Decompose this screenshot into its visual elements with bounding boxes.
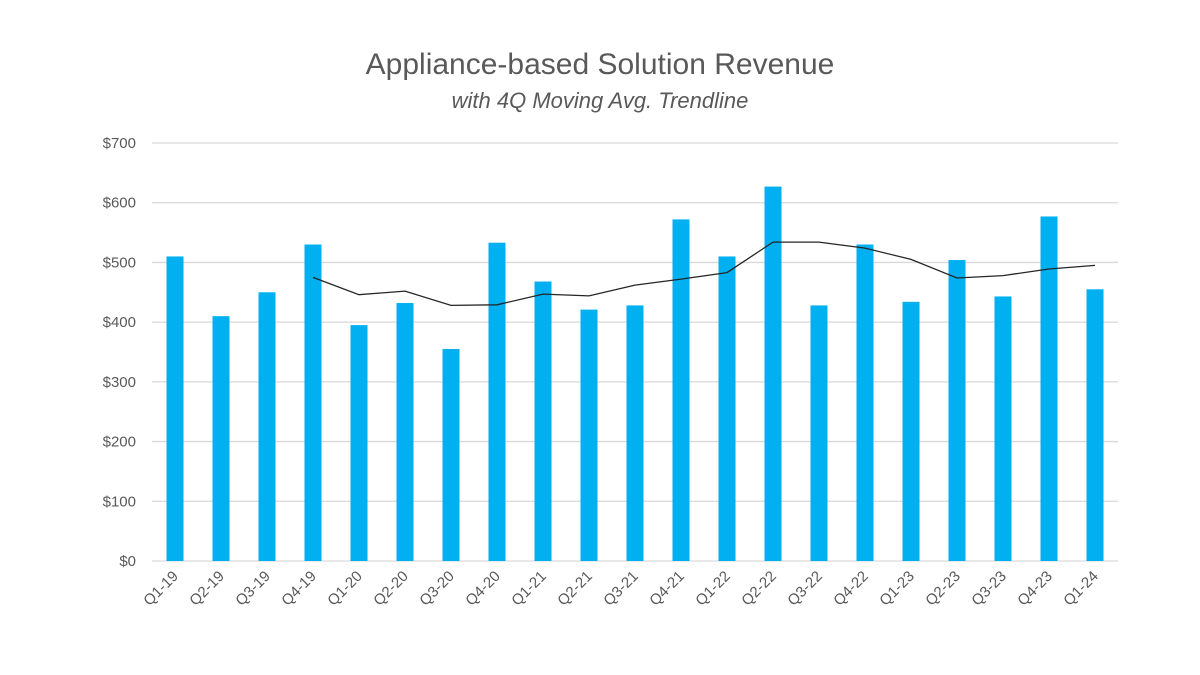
y-tick-label: $200 [103,434,136,451]
bar [948,260,966,561]
y-axis: $0 $100 $200 $300 $400 $500 $600 $700 [103,135,136,570]
y-tick-label: $300 [103,374,136,391]
bar [442,349,460,561]
x-tick-label: Q2-20 [370,568,412,610]
trendline-series [312,241,1096,307]
x-tick-label: Q1-20 [324,568,366,610]
x-tick-label: Q2-21 [554,568,596,610]
x-tick-label: Q4-22 [830,568,872,610]
y-tick-label: $600 [103,195,136,212]
x-axis: Q1-19 Q2-19 Q3-19 Q4-19 Q1-20 Q2-20 Q3-20 Q4-20… [140,568,1102,610]
x-tick-label: Q4-21 [646,568,688,610]
y-tick-label: $100 [103,493,136,510]
x-tick-label: Q3-21 [600,568,642,610]
bar [350,325,368,561]
x-tick-label: Q2-22 [738,568,780,610]
y-tick-label: $700 [103,135,136,152]
bar [764,186,782,561]
x-tick-label: Q1-21 [508,568,550,610]
x-tick-label: Q2-19 [186,568,228,610]
y-tick-label: $500 [103,254,136,271]
bar [534,281,552,561]
y-tick-label: $400 [103,314,136,331]
x-tick-label: Q1-22 [692,568,734,610]
bar [212,316,230,561]
x-tick-label: Q1-19 [140,568,182,610]
bar [810,305,828,561]
x-tick-label: Q4-20 [462,568,504,610]
chart-subtitle: with 4Q Moving Avg. Trendline [451,88,749,113]
bar [626,305,644,561]
bar [994,296,1012,561]
x-tick-label: Q3-20 [416,568,458,610]
y-tick-label: $0 [119,553,136,570]
bar [718,256,736,561]
bar [856,244,874,561]
bar [902,301,920,561]
x-tick-label: Q2-23 [922,568,964,610]
x-tick-label: Q4-19 [278,568,320,610]
bar-series [166,186,1104,562]
bar [304,244,322,561]
moving-average-line [312,241,1096,307]
x-tick-label: Q4-23 [1014,568,1056,610]
x-tick-label: Q1-23 [876,568,918,610]
bar [580,309,598,561]
bar [488,242,506,562]
bar [166,256,184,561]
bar [1086,289,1104,561]
chart-title: Appliance-based Solution Revenue [365,48,835,81]
x-tick-label: Q3-23 [968,568,1010,610]
x-tick-label: Q3-19 [232,568,274,610]
bar [258,292,276,561]
x-tick-label: Q1-24 [1060,568,1102,610]
x-tick-label: Q3-22 [784,568,826,610]
bar [672,219,690,562]
bar [1040,216,1058,561]
bar [396,303,414,561]
